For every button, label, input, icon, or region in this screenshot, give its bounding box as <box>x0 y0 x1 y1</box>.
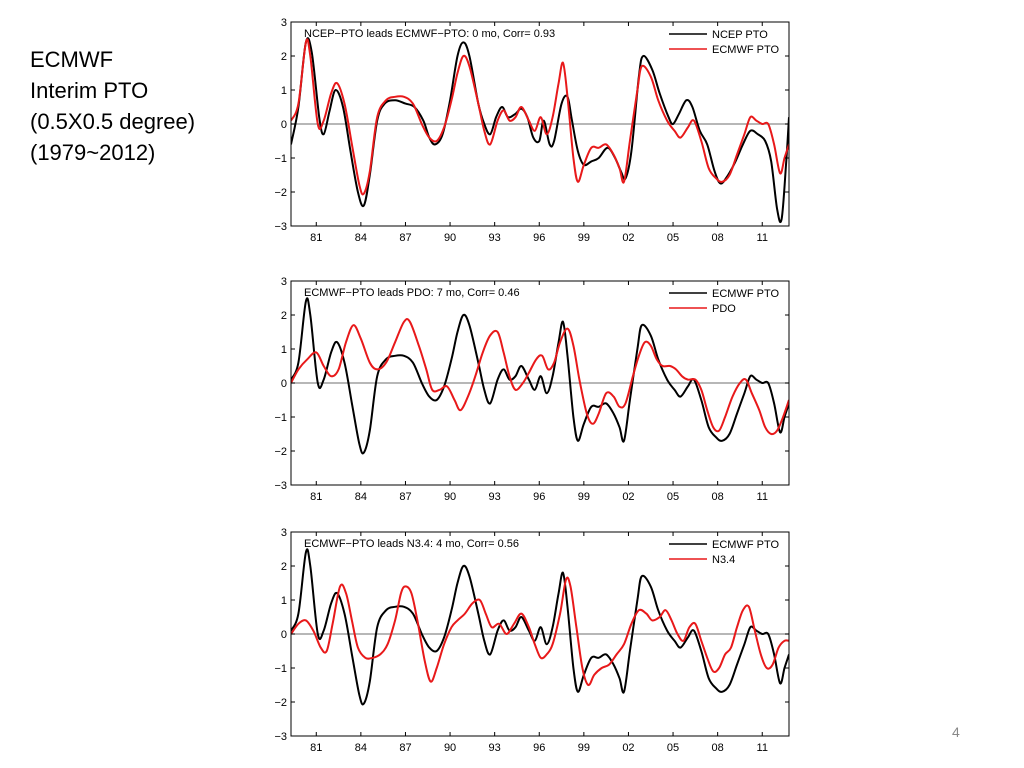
x-tick-label: 84 <box>355 742 367 754</box>
x-tick-label: 84 <box>355 491 367 503</box>
x-tick-label: 93 <box>489 742 501 754</box>
legend: ECMWF PTO PDO <box>669 288 779 315</box>
x-tick-label: 93 <box>489 491 501 503</box>
y-tick-label: −3 <box>274 731 287 743</box>
title-line: (1979~2012) <box>30 140 156 165</box>
x-tick-label: 02 <box>622 232 634 244</box>
chart-panel-1: −3 −2 −1 0 1 2 3 81 84 87 90 93 96 99 02 05 08 11 NCEP−PTO… <box>274 17 790 244</box>
x-tick-label: 08 <box>712 491 724 503</box>
legend-label: ECMWF PTO <box>712 44 779 56</box>
x-tick-label: 02 <box>622 742 634 754</box>
y-tick-label: −3 <box>274 221 287 233</box>
y-tick-label: −1 <box>274 663 287 675</box>
x-tick-label: 90 <box>444 742 456 754</box>
series-line-red <box>291 318 789 436</box>
x-tick-label: 11 <box>757 742 768 754</box>
title-line: (0.5X0.5 degree) <box>30 109 196 134</box>
chart-annotation: ECMWF−PTO leads PDO: 7 mo, Corr= 0.46 <box>304 287 520 299</box>
legend-label: ECMWF PTO <box>712 288 779 300</box>
chart-annotation: ECMWF−PTO leads N3.4: 4 mo, Corr= 0.56 <box>304 538 519 550</box>
x-tick-label: 81 <box>310 742 322 754</box>
y-tick-label: 3 <box>281 17 287 29</box>
legend-label: PDO <box>712 303 736 315</box>
y-tick-label: 1 <box>281 344 287 356</box>
x-tick-label: 87 <box>399 232 411 244</box>
x-tick-label: 05 <box>667 491 679 503</box>
y-tick-label: 0 <box>281 629 287 641</box>
x-tick-label: 87 <box>399 491 411 503</box>
series-line-black <box>291 548 789 706</box>
y-tick-label: 1 <box>281 595 287 607</box>
x-tick-label: 96 <box>533 232 545 244</box>
y-tick-label: −2 <box>274 446 287 458</box>
x-tick-label: 05 <box>667 742 679 754</box>
title-line: Interim PTO <box>30 78 149 103</box>
x-tick-label: 99 <box>578 491 590 503</box>
series-line-red <box>291 38 789 196</box>
y-tick-label: 2 <box>281 561 287 573</box>
x-tick-label: 93 <box>489 232 501 244</box>
x-tick-label: 99 <box>578 742 590 754</box>
x-tick-label: 81 <box>310 491 322 503</box>
y-tick-label: 1 <box>281 85 287 97</box>
series-line-black <box>291 37 789 224</box>
x-tick-label: 11 <box>757 491 768 503</box>
x-tick-label: 99 <box>578 232 590 244</box>
y-tick-label: 0 <box>281 119 287 131</box>
chart-annotation: NCEP−PTO leads ECMWF−PTO: 0 mo, Corr= 0.… <box>304 28 555 40</box>
x-tick-label: 08 <box>712 232 724 244</box>
y-tick-label: −1 <box>274 412 287 424</box>
x-tick-label: 96 <box>533 491 545 503</box>
x-tick-label: 96 <box>533 742 545 754</box>
y-tick-label: 2 <box>281 51 287 63</box>
y-tick-label: 3 <box>281 276 287 288</box>
x-tick-label: 87 <box>399 742 411 754</box>
x-tick-label: 90 <box>444 232 456 244</box>
x-tick-label: 84 <box>355 232 367 244</box>
x-tick-label: 81 <box>310 232 322 244</box>
legend: NCEP PTO ECMWF PTO <box>669 29 779 56</box>
title-line: ECMWF <box>30 47 114 72</box>
legend-label: N3.4 <box>712 554 735 566</box>
legend: ECMWF PTO N3.4 <box>669 539 779 566</box>
x-tick-label: 02 <box>622 491 634 503</box>
x-tick-label: 05 <box>667 232 679 244</box>
y-tick-label: −1 <box>274 153 287 165</box>
x-tick-label: 90 <box>444 491 456 503</box>
y-tick-label: −3 <box>274 480 287 492</box>
y-tick-label: −2 <box>274 697 287 709</box>
legend-label: NCEP PTO <box>712 29 768 41</box>
slide-title: ECMWF Interim PTO (0.5X0.5 degree) (1979… <box>30 44 195 168</box>
x-tick-label: 11 <box>757 232 768 244</box>
y-tick-label: 3 <box>281 527 287 539</box>
y-tick-label: 0 <box>281 378 287 390</box>
page-number: 4 <box>952 724 960 740</box>
y-tick-label: 2 <box>281 310 287 322</box>
series-line-red <box>291 576 789 687</box>
x-tick-label: 08 <box>712 742 724 754</box>
series-line-black <box>291 297 789 455</box>
y-tick-label: −2 <box>274 187 287 199</box>
chart-panel-2: −3 −2 −1 0 1 2 3 81 84 87 90 93 96 99 02 05 08 11 ECMWF−PT… <box>274 276 790 503</box>
chart-panel-3: −3 −2 −1 0 1 2 3 81 84 87 90 93 96 99 02 05 08 11 ECMWF−PT… <box>274 527 790 754</box>
legend-label: ECMWF PTO <box>712 539 779 551</box>
